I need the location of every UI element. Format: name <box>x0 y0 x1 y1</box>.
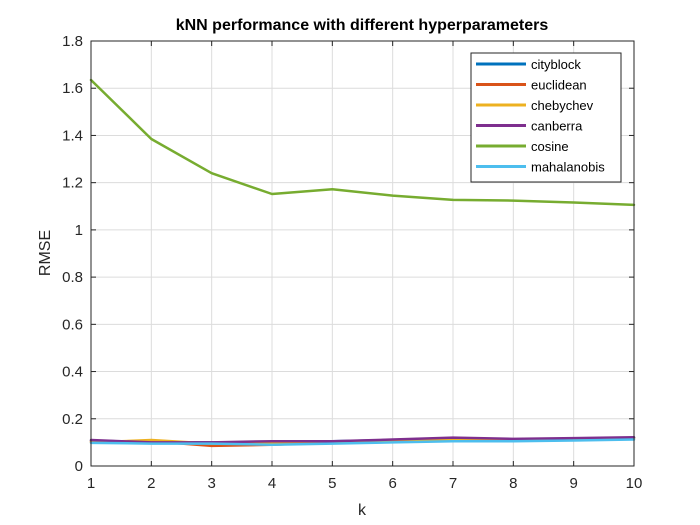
y-tick-label: 1.4 <box>62 127 83 144</box>
legend-item: chebychev <box>476 98 594 113</box>
x-axis-label: k <box>358 502 367 519</box>
y-tick-label: 1.6 <box>62 80 83 97</box>
legend-item: cityblock <box>476 57 581 72</box>
series-line-cosine <box>89 78 636 207</box>
y-tick-label: 0.2 <box>62 411 83 428</box>
x-tick-label: 10 <box>626 475 643 492</box>
legend-label: euclidean <box>531 78 587 93</box>
y-tick-label: 1.8 <box>62 33 83 50</box>
y-tick-label: 0.6 <box>62 316 83 333</box>
legend-label: cityblock <box>531 57 581 72</box>
legend-item: canberra <box>476 119 583 134</box>
x-tick-label: 1 <box>87 475 95 492</box>
legend-label: mahalanobis <box>531 160 605 175</box>
legend-box <box>470 52 622 183</box>
legend-label: canberra <box>531 119 583 134</box>
legend-item: cosine <box>476 139 569 154</box>
legend: cityblock euclidean chebychev canberra cosin… <box>470 52 622 183</box>
x-tick-label: 5 <box>328 475 336 492</box>
x-tick-label: 4 <box>268 475 276 492</box>
legend-label: chebychev <box>531 98 594 113</box>
x-tick-label: 2 <box>147 475 155 492</box>
x-tick-label: 7 <box>449 475 457 492</box>
y-tick-label: 1.2 <box>62 175 83 192</box>
y-tick-label: 1 <box>75 222 83 239</box>
x-tick-label: 9 <box>569 475 577 492</box>
legend-label: cosine <box>531 139 569 154</box>
chart-title: kNN performance with different hyperpara… <box>176 17 549 34</box>
x-tick-label: 6 <box>388 475 396 492</box>
y-axis-label: RMSE <box>37 230 54 276</box>
y-tick-label: 0 <box>75 458 83 475</box>
x-tick-label: 8 <box>509 475 517 492</box>
series-line-mahalanobis <box>89 438 636 446</box>
axes-box <box>90 40 635 467</box>
x-tick-label: 3 <box>207 475 215 492</box>
plot-area: 1 2 3 4 5 6 7 8 9 10 0 0.2 0.4 0.6 0.8 1 1.2 1.4 1.6 1.8 cit… <box>62 33 642 492</box>
y-tick-label: 0.4 <box>62 364 83 381</box>
legend-item: mahalanobis <box>476 160 605 175</box>
legend-item: euclidean <box>476 78 587 93</box>
y-tick-label: 0.8 <box>62 269 83 286</box>
